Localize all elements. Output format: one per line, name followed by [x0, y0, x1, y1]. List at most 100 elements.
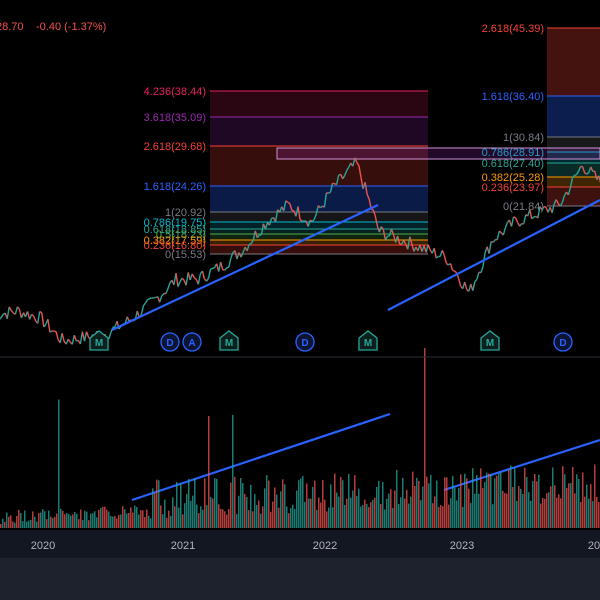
volume-bar	[510, 465, 512, 528]
fib-level-label: 0(15.53)	[165, 249, 206, 261]
fib-extension-left[interactable]: 4.236(38.44) 3.618(35.09) 2.618(29.68) 1.61…	[144, 86, 428, 261]
price-segment	[529, 209, 533, 219]
price-segment	[319, 205, 323, 209]
fib-band	[210, 245, 428, 254]
volume-bar	[184, 503, 186, 528]
volume-bar	[336, 492, 338, 528]
volume-bar	[106, 509, 108, 528]
price-segment	[581, 166, 586, 174]
volume-bar	[0, 524, 2, 528]
volume-bar	[176, 482, 178, 528]
volume-bar	[96, 517, 98, 528]
volume-bar	[22, 521, 24, 528]
fib-level-label: 0(21.84)	[503, 201, 544, 213]
volume-bar	[104, 506, 106, 528]
event-marker	[219, 330, 239, 351]
volume-bar	[112, 516, 114, 528]
volume-bar	[168, 510, 170, 528]
trend-line[interactable]	[387, 199, 600, 311]
price-segment	[189, 273, 193, 281]
trend-lines[interactable]	[111, 199, 600, 502]
price-segment	[586, 172, 590, 175]
fib-level-label: 1.618(24.26)	[144, 181, 206, 193]
price-segment	[513, 216, 516, 219]
volume-bar	[388, 493, 390, 528]
fib-band	[210, 234, 428, 240]
volume-bar	[276, 494, 278, 528]
price-segment	[256, 234, 260, 239]
price-segment	[226, 266, 230, 269]
volume-bar	[6, 512, 8, 528]
volume-bar	[292, 504, 294, 528]
volume-bar	[202, 509, 204, 528]
trend-line[interactable]	[443, 438, 600, 492]
time-axis-label: 2020	[31, 540, 55, 552]
price-segment	[441, 250, 446, 257]
volume-bar	[460, 474, 462, 528]
price-segment	[445, 262, 449, 266]
time-axis-label: 2023	[450, 540, 474, 552]
volume-bar	[508, 469, 510, 528]
fib-band	[547, 187, 600, 206]
event-marker	[358, 330, 378, 351]
volume-bar	[252, 511, 254, 528]
price-segment	[551, 203, 555, 213]
volume-bar	[350, 497, 352, 528]
fib-band	[210, 117, 428, 146]
volume-bar	[140, 510, 142, 528]
volume-bar	[114, 515, 116, 528]
price-segment	[317, 205, 321, 209]
volume-bar	[312, 486, 314, 528]
volume-bar	[492, 504, 494, 528]
volume-bar	[232, 414, 234, 528]
trend-line[interactable]	[111, 204, 379, 331]
price-segment	[175, 273, 179, 287]
price-segment	[185, 272, 189, 286]
price-segment	[378, 226, 382, 233]
volume-bar	[516, 501, 518, 528]
price-segment	[409, 236, 413, 244]
price-segment	[435, 255, 439, 259]
price-segment	[297, 206, 301, 220]
volume-bar	[596, 496, 598, 528]
price-segment	[323, 192, 328, 208]
price-segment	[577, 166, 582, 172]
price-segment	[425, 244, 429, 253]
volume-bar	[356, 496, 358, 528]
price-range-box[interactable]	[276, 147, 600, 160]
volume-bar	[406, 489, 408, 528]
volume-bar	[440, 505, 442, 528]
volume-bar	[46, 519, 48, 528]
volume-bar	[400, 497, 402, 528]
volume-bar	[390, 489, 392, 528]
volume-bar	[324, 499, 326, 528]
price-segment	[567, 187, 572, 195]
time-axis: 2020 2021 2022 2023 20	[0, 356, 600, 600]
price-segment	[37, 311, 41, 324]
header-change: -0.40 (-1.37%)	[36, 21, 106, 33]
volume-bar	[540, 503, 542, 528]
fib-level-label: 1(30.84)	[503, 132, 544, 144]
volume-bar	[48, 510, 50, 528]
volume-bar	[446, 477, 448, 528]
fib-band	[547, 28, 600, 96]
volume-bar	[478, 493, 480, 528]
price-segment	[283, 200, 287, 211]
fib-level-label: 0.618(27.40)	[482, 158, 544, 170]
price-segment	[590, 166, 594, 172]
volume-bar	[206, 504, 208, 528]
event-marker-label: A	[188, 338, 195, 349]
trend-line[interactable]	[131, 412, 391, 502]
volume-bar	[438, 507, 440, 528]
volume-bar	[522, 494, 524, 528]
volume-bar	[566, 487, 568, 528]
volume-bar	[466, 478, 468, 528]
volume-bar	[320, 502, 322, 528]
volume-bar	[542, 497, 544, 528]
price-segment	[396, 235, 401, 245]
fib-extension-right[interactable]: 2.618(45.39) 1.618(36.40) 1(30.84) 0.786(28…	[276, 23, 600, 213]
volume-bar	[80, 509, 82, 528]
fib-band	[210, 229, 428, 234]
volume-bar	[464, 473, 466, 528]
